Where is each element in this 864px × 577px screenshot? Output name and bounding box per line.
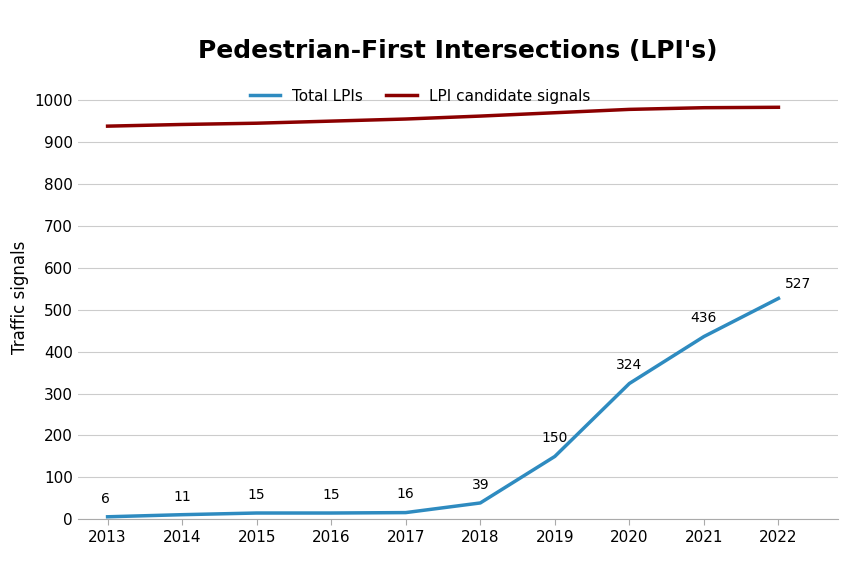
Text: 11: 11 [174, 489, 191, 504]
Text: 39: 39 [472, 478, 489, 492]
LPI candidate signals [251, 120, 262, 127]
Total LPIs [401, 509, 411, 516]
Text: 324: 324 [616, 358, 643, 372]
Text: 436: 436 [690, 312, 717, 325]
Legend: Total LPIs, LPI candidate signals: Total LPIs, LPI candidate signals [244, 83, 596, 110]
Text: 150: 150 [542, 432, 568, 445]
LPI candidate signals [550, 109, 560, 116]
LPI candidate signals [401, 115, 411, 122]
Total LPIs [550, 453, 560, 460]
Total LPIs [326, 509, 336, 516]
Total LPIs [699, 333, 709, 340]
Text: 6: 6 [100, 492, 110, 505]
Total LPIs [624, 380, 634, 387]
Total LPIs [251, 509, 262, 516]
Text: 16: 16 [397, 488, 415, 501]
LPI candidate signals [475, 113, 486, 119]
Title: Pedestrian-First Intersections (LPI's): Pedestrian-First Intersections (LPI's) [198, 39, 718, 63]
Text: 15: 15 [248, 488, 265, 502]
Text: 527: 527 [785, 278, 811, 291]
LPI candidate signals [773, 104, 784, 111]
Total LPIs [475, 500, 486, 507]
Line: LPI candidate signals: LPI candidate signals [108, 107, 778, 126]
Line: Total LPIs: Total LPIs [108, 298, 778, 517]
LPI candidate signals [103, 123, 113, 130]
LPI candidate signals [699, 104, 709, 111]
Total LPIs [773, 295, 784, 302]
Total LPIs [177, 511, 187, 518]
LPI candidate signals [326, 118, 336, 125]
LPI candidate signals [624, 106, 634, 113]
Y-axis label: Traffic signals: Traffic signals [11, 241, 29, 354]
LPI candidate signals [177, 121, 187, 128]
Text: 15: 15 [322, 488, 340, 502]
Total LPIs [103, 514, 113, 520]
